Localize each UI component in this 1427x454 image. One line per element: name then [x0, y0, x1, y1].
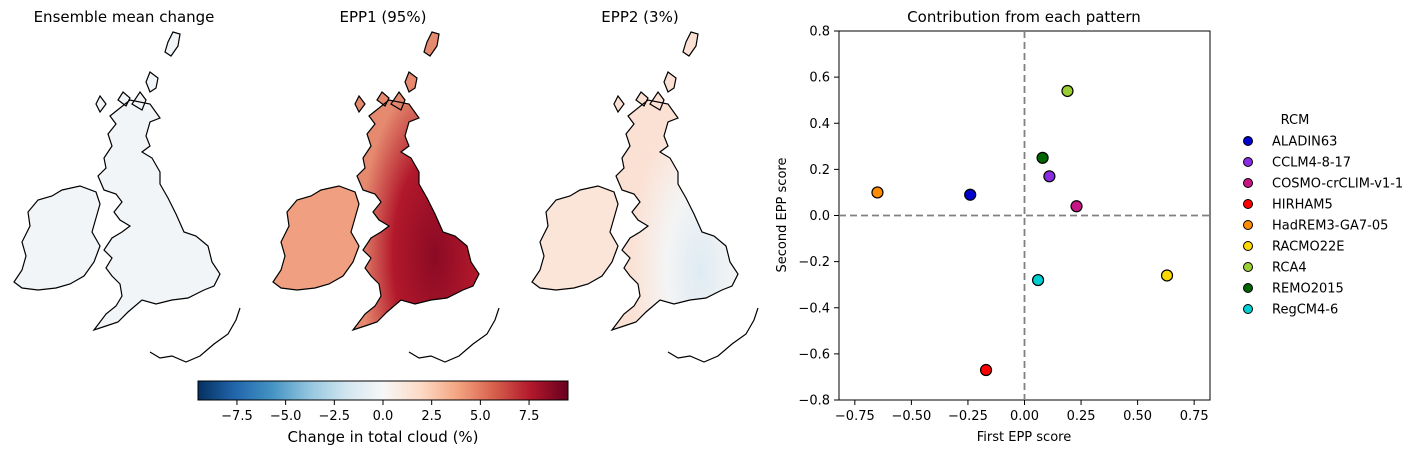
x-tick-label: 0.00 [1010, 409, 1039, 424]
x-tick-label: 0.75 [1180, 409, 1209, 424]
legend-item: RCA4 [1243, 261, 1307, 276]
y-tick-label: −0.6 [798, 347, 830, 362]
ireland-landmass [13, 185, 101, 291]
legend-item: REMO2015 [1243, 282, 1344, 297]
coastline [667, 307, 759, 363]
map-panel-epp2: EPP2 (3%) [531, 8, 739, 332]
legend-label: CCLM4-8-17 [1272, 156, 1351, 171]
legend: RCM ALADIN63 CCLM4-8-17 COSMO-crCLIM-v1-1 H… [1243, 113, 1403, 318]
data-point [964, 188, 977, 201]
ireland-landmass [272, 185, 360, 291]
data-point [871, 186, 884, 199]
data-point [1061, 84, 1074, 98]
legend-label: HIRHAM5 [1272, 198, 1333, 213]
data-point [1070, 200, 1083, 213]
coast-fragment [408, 307, 500, 363]
y-tick-label: 0.6 [809, 71, 830, 86]
x-tick-label: −0.25 [948, 409, 988, 424]
data-point [1036, 151, 1049, 164]
x-tick-label: 0.25 [1067, 409, 1096, 424]
ireland-landmass [531, 185, 619, 291]
y-tick-label: 0.4 [809, 117, 830, 132]
colorbar-tick-label: −2.5 [319, 409, 351, 424]
legend-item: COSMO-crCLIM-v1-1 [1243, 177, 1403, 192]
x-tick-label: −0.50 [891, 409, 931, 424]
coastline [408, 307, 500, 363]
legend-label: HadREM3-GA7-05 [1272, 219, 1388, 234]
colorbar-label: Change in total cloud (%) [287, 428, 478, 446]
map-title: EPP1 (95%) [340, 8, 427, 26]
legend-marker [1243, 199, 1253, 209]
colorbar-tick-label: 5.0 [470, 409, 491, 424]
colorbar-tick-label: 2.5 [421, 409, 442, 424]
scatter-chart: Contribution from each pattern −0.75 −0.5… [775, 8, 1211, 445]
map-title: Ensemble mean change [34, 8, 215, 26]
map-panel-ensemble-mean: Ensemble mean change [13, 8, 221, 332]
legend-item: RegCM4-6 [1243, 303, 1338, 318]
legend-marker [1243, 304, 1253, 314]
y-tick-label: 0.0 [809, 209, 830, 224]
y-tick-label: −0.4 [798, 301, 830, 316]
legend-item: HIRHAM5 [1243, 198, 1333, 213]
legend-marker [1243, 220, 1253, 230]
great-britain-landmass [92, 31, 221, 332]
legend-marker [1243, 157, 1253, 167]
legend-title: RCM [1281, 113, 1310, 128]
y-tick-label: 0.8 [809, 25, 830, 40]
coastline [149, 307, 241, 363]
chart-title: Contribution from each pattern [907, 8, 1141, 26]
colorbar-tick-label: −7.5 [221, 409, 253, 424]
legend-item: CCLM4-8-17 [1243, 156, 1351, 171]
y-tick-label: −0.2 [798, 255, 830, 270]
data-point [1031, 273, 1045, 287]
great-britain-landmass [610, 31, 739, 332]
y-tick-label: −0.8 [798, 394, 830, 409]
x-tick-label: −0.75 [835, 409, 875, 424]
legend-marker [1243, 136, 1253, 146]
legend-label: RACMO22E [1272, 240, 1344, 255]
colorbar-tick-label: 0.0 [373, 409, 394, 424]
legend-marker [1243, 283, 1253, 293]
data-point [979, 363, 993, 377]
colorbar-tick-label: −5.0 [270, 409, 302, 424]
legend-label: COSMO-crCLIM-v1-1 [1272, 177, 1403, 192]
x-axis-label: First EPP score [977, 430, 1071, 445]
colorbar-gradient [197, 380, 569, 401]
map-panel-epp1: EPP1 (95%) [272, 8, 480, 332]
great-britain-landmass [351, 31, 480, 332]
coast-fragment [667, 307, 759, 363]
legend-item: ALADIN63 [1243, 135, 1337, 150]
data-point [1043, 170, 1056, 183]
map-title: EPP2 (3%) [601, 8, 678, 26]
legend-item: HadREM3-GA7-05 [1243, 219, 1388, 234]
legend-label: RCA4 [1272, 261, 1307, 276]
legend-marker [1243, 241, 1253, 251]
legend-marker [1243, 262, 1253, 272]
coast-fragment [149, 307, 241, 363]
y-axis-label: Second EPP score [775, 158, 790, 273]
data-point [1160, 269, 1174, 282]
legend-label: REMO2015 [1272, 282, 1344, 297]
legend-marker [1243, 178, 1253, 188]
colorbar-tick-label: 7.5 [519, 409, 540, 424]
x-tick-label: 0.50 [1123, 409, 1152, 424]
colorbar: −7.5 −5.0 −2.5 0.0 2.5 5.0 7.5 Change in total… [197, 380, 569, 446]
y-tick-label: 0.2 [809, 163, 830, 178]
legend-label: ALADIN63 [1272, 135, 1337, 150]
legend-label: RegCM4-6 [1272, 303, 1338, 318]
legend-item: RACMO22E [1243, 240, 1344, 255]
